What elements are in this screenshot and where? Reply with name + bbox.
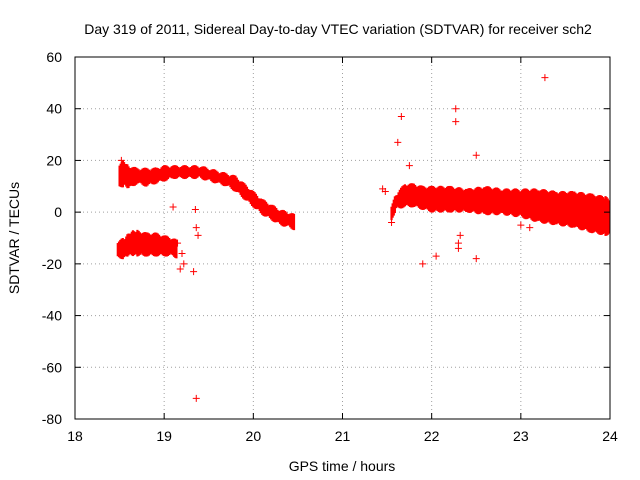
x-tick-label-20: 20 [246,428,262,444]
data-point [541,74,549,82]
data-point [405,162,413,170]
data-point [526,224,534,232]
data-point [394,138,402,146]
data-point [419,260,427,268]
x-tick-label-18: 18 [67,428,83,444]
axis-ticks: 18 19 20 21 22 23 24 -80 -60 -40 -20 0 20 40 60 [42,49,618,444]
data-point [191,206,199,214]
data-point [192,224,200,232]
data-point [456,231,464,239]
y-tick-label--80: -80 [42,411,62,427]
data-point [452,105,460,113]
data-point [452,118,460,126]
data-point [180,260,188,268]
series-1 [116,203,202,402]
data-point [432,252,440,260]
data-point [120,164,128,172]
x-tick-label-21: 21 [335,428,351,444]
y-tick-label-20: 20 [46,152,62,168]
data-marks [116,74,610,402]
data-point [125,172,132,180]
x-tick-label-22: 22 [424,428,440,444]
data-point [454,244,462,252]
data-point [472,151,480,159]
y-tick-label--40: -40 [42,308,62,324]
data-point [174,239,182,247]
x-tick-label-23: 23 [513,428,529,444]
series-2 [379,74,610,268]
data-point [151,167,159,175]
x-axis-label: GPS time / hours [289,458,396,474]
data-point [397,112,405,120]
data-point [472,255,480,263]
y-tick-label--60: -60 [42,359,62,375]
series-0 [117,156,296,231]
y-tick-label-0: 0 [54,204,62,220]
data-point [117,156,125,164]
data-point [517,221,525,229]
data-point [388,218,396,226]
data-point [190,268,198,276]
data-point [176,265,184,273]
data-point [381,187,389,195]
y-tick-label--20: -20 [42,256,62,272]
x-tick-label-19: 19 [156,428,172,444]
y-tick-label-60: 60 [46,49,62,65]
data-point [192,394,200,402]
data-point [194,231,202,239]
data-point [169,203,177,211]
data-point [138,169,146,177]
data-point [178,250,186,258]
y-axis-label: SDTVAR / TECUs [6,182,22,294]
x-tick-label-24: 24 [602,428,618,444]
chart-title: Day 319 of 2011, Sidereal Day-to-day VTE… [84,21,592,37]
y-tick-label-40: 40 [46,101,62,117]
